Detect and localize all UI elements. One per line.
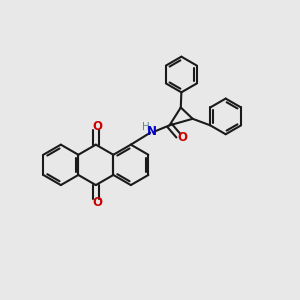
Text: O: O xyxy=(92,120,102,133)
Text: N: N xyxy=(147,125,157,138)
Text: O: O xyxy=(178,131,188,144)
Text: H: H xyxy=(142,122,150,132)
Text: O: O xyxy=(92,196,102,209)
